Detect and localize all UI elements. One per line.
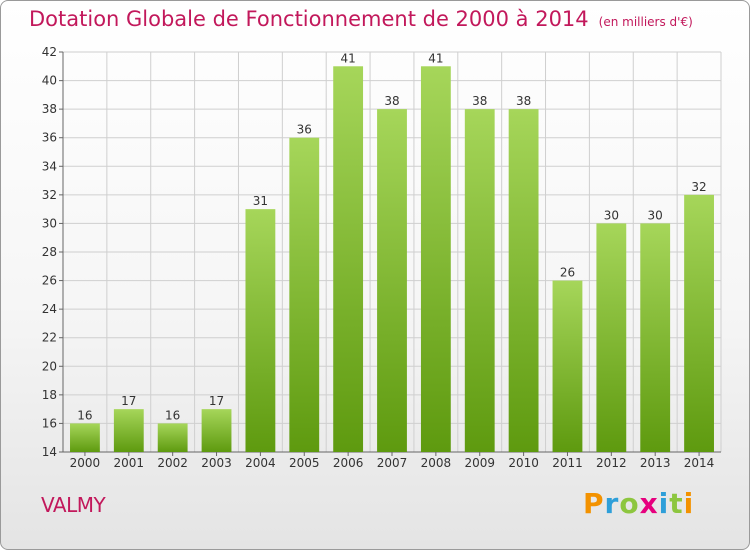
bar <box>245 209 276 452</box>
bar <box>464 109 495 453</box>
data-label: 17 <box>121 394 136 408</box>
y-tick-label: 38 <box>42 102 57 116</box>
logo-letter: t <box>669 487 684 520</box>
y-tick-label: 36 <box>42 131 57 145</box>
y-tick-label: 26 <box>42 274 57 288</box>
logo-letter: r <box>604 487 620 520</box>
data-label: 41 <box>340 51 355 65</box>
x-tick-label: 2011 <box>552 456 583 470</box>
logo-letter: P <box>583 487 605 520</box>
x-tick-label: 2012 <box>596 456 627 470</box>
bar <box>684 194 714 452</box>
y-tick-label: 24 <box>42 302 57 316</box>
x-tick-label: 2003 <box>201 456 232 470</box>
bar <box>377 109 407 453</box>
bar <box>201 409 232 452</box>
data-label: 41 <box>428 51 443 65</box>
y-tick-label: 18 <box>42 388 57 402</box>
data-label: 38 <box>472 94 487 108</box>
x-tick-label: 2014 <box>684 456 715 470</box>
y-tick-label: 14 <box>42 445 57 459</box>
logo-letter: o <box>619 487 640 520</box>
x-tick-label: 2007 <box>377 456 408 470</box>
bar <box>420 66 451 453</box>
chart-title: Dotation Globale de Fonctionnement de 20… <box>29 7 693 31</box>
bar <box>333 66 364 453</box>
labels: 16 2000 17 2001 16 2002 17 2003 31 2004 36 2005 41 20… <box>70 51 715 470</box>
data-label: 17 <box>209 394 224 408</box>
y-tick-label: 16 <box>42 416 57 430</box>
logo-letter: x <box>639 487 659 520</box>
bar <box>157 423 188 452</box>
y-tick-label: 28 <box>42 245 57 259</box>
x-tick-label: 2000 <box>70 456 101 470</box>
commune-name: VALMY <box>41 493 106 517</box>
bar <box>289 137 320 452</box>
bar <box>640 223 671 452</box>
bar <box>596 223 627 452</box>
data-label: 32 <box>691 180 706 194</box>
y-tick-label: 34 <box>42 159 57 173</box>
y-tick-label: 32 <box>42 188 57 202</box>
x-tick-label: 2006 <box>333 456 364 470</box>
data-label: 31 <box>253 194 268 208</box>
x-tick-label: 2004 <box>245 456 276 470</box>
data-label: 38 <box>516 94 531 108</box>
proxiti-logo: Proxiti <box>583 487 694 520</box>
x-tick-label: 2013 <box>640 456 671 470</box>
x-tick-label: 2008 <box>421 456 452 470</box>
chart-title-text: Dotation Globale de Fonctionnement de 20… <box>29 7 589 31</box>
data-label: 26 <box>560 266 575 280</box>
x-tick-label: 2009 <box>464 456 495 470</box>
data-label: 16 <box>77 408 92 422</box>
x-tick-label: 2002 <box>157 456 188 470</box>
bar <box>508 109 539 453</box>
bars <box>70 66 714 453</box>
data-label: 30 <box>604 208 619 222</box>
x-tick-label: 2005 <box>289 456 320 470</box>
logo-letter: i <box>683 487 695 520</box>
y-tick-label: 42 <box>42 45 57 59</box>
data-label: 38 <box>384 94 399 108</box>
chart-subtitle: (en milliers d'€) <box>598 15 693 29</box>
bar <box>552 280 583 452</box>
bar <box>70 423 100 452</box>
y-tick-label: 30 <box>42 216 57 230</box>
x-tick-label: 2010 <box>508 456 539 470</box>
data-label: 16 <box>165 408 180 422</box>
x-tick-label: 2001 <box>114 456 145 470</box>
data-label: 36 <box>297 123 312 137</box>
logo-letter: i <box>658 487 670 520</box>
data-label: 30 <box>648 208 663 222</box>
y-tick-label: 40 <box>42 74 57 88</box>
y-tick-label: 22 <box>42 331 57 345</box>
y-tick-label: 20 <box>42 359 57 373</box>
bar <box>113 409 144 452</box>
